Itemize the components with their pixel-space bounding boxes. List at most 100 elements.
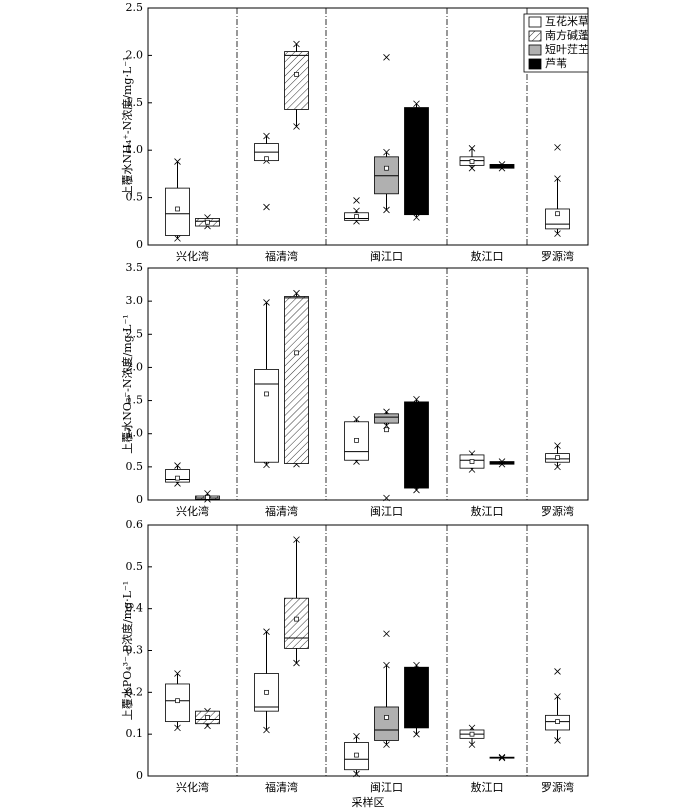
max-marker xyxy=(293,289,300,297)
box xyxy=(165,187,190,236)
legend-swatch xyxy=(528,30,542,42)
mean-marker xyxy=(354,214,359,219)
box xyxy=(489,164,515,169)
box xyxy=(374,706,399,741)
plot-frame xyxy=(147,7,589,246)
mean-marker xyxy=(555,211,560,217)
max-marker xyxy=(174,462,181,469)
max-marker xyxy=(554,442,561,449)
max-marker xyxy=(353,415,360,423)
min-marker xyxy=(554,463,561,471)
mean-marker xyxy=(205,219,210,225)
plot-frame xyxy=(147,524,589,777)
x-tick-label: 罗源湾 xyxy=(541,504,574,518)
max-marker xyxy=(263,132,270,140)
y-tick-label: 0 xyxy=(136,493,143,506)
y-tick-label: 1.5 xyxy=(126,96,144,109)
min-marker xyxy=(554,737,561,744)
mean-marker xyxy=(205,494,210,500)
legend-label: 南方碱蓬 xyxy=(545,28,589,42)
box xyxy=(489,756,515,759)
y-tick-label: 0.1 xyxy=(126,727,144,740)
max-marker xyxy=(383,661,390,669)
min-marker xyxy=(468,741,476,748)
y-tick-label: 2.0 xyxy=(126,48,144,61)
min-marker xyxy=(174,724,181,732)
mean-marker xyxy=(384,165,389,171)
y-tick-label: 0 xyxy=(136,769,143,782)
outlier xyxy=(554,144,561,151)
y-axis-label: 上覆水PO₄³⁻-P浓度/mg·L⁻¹ xyxy=(120,581,134,720)
mean-marker xyxy=(175,206,180,212)
y-tick-label: 0.3 xyxy=(126,644,144,657)
outlier xyxy=(554,668,561,675)
mean-marker xyxy=(205,715,210,720)
y-tick-label: 1.0 xyxy=(126,143,144,156)
max-marker xyxy=(554,693,561,700)
min-marker xyxy=(174,235,181,242)
legend-swatch xyxy=(528,58,542,70)
max-marker xyxy=(413,395,420,403)
box xyxy=(404,107,429,216)
y-tick-label: 2.5 xyxy=(126,327,144,340)
max-marker xyxy=(263,628,270,635)
x-tick-label: 福清湾 xyxy=(265,780,298,794)
mean-marker xyxy=(264,156,269,162)
min-marker xyxy=(353,770,360,778)
min-marker xyxy=(413,214,420,221)
outlier xyxy=(383,494,390,502)
y-tick-label: 1.0 xyxy=(126,427,144,440)
box xyxy=(284,597,309,649)
x-tick-label: 兴化湾 xyxy=(176,249,209,263)
x-tick-label: 罗源湾 xyxy=(541,249,574,263)
legend-swatch xyxy=(528,16,542,28)
min-marker xyxy=(383,741,390,748)
legend-label: 芦苇 xyxy=(545,56,567,70)
legend-swatch xyxy=(528,44,542,56)
legend-label: 互花米草 xyxy=(545,15,589,28)
y-axis-label: 上覆水NH₄⁺-N浓度/mg·L⁻¹ xyxy=(120,57,134,197)
x-tick-label: 敖江口 xyxy=(471,505,504,518)
max-marker xyxy=(174,670,181,677)
min-marker xyxy=(263,461,270,469)
mean-marker xyxy=(264,689,269,695)
max-marker xyxy=(554,175,561,182)
max-marker xyxy=(263,299,270,306)
mean-marker xyxy=(354,752,359,758)
x-tick-label: 福清湾 xyxy=(265,504,298,518)
y-axis-label: 上覆水NO₃⁻-N浓度/mg·L⁻¹ xyxy=(120,314,134,453)
box xyxy=(489,461,515,465)
y-tick-label: 3.5 xyxy=(126,261,144,274)
mean-marker xyxy=(294,616,299,622)
mean-marker xyxy=(469,159,475,164)
mean-marker xyxy=(264,391,269,397)
min-marker xyxy=(554,230,561,237)
y-tick-label: 2.0 xyxy=(126,360,144,373)
y-tick-label: 1.5 xyxy=(126,394,144,407)
legend-label: 短叶茳芏 xyxy=(545,42,589,56)
mean-marker xyxy=(354,437,359,443)
outlier xyxy=(353,197,360,204)
min-marker xyxy=(293,123,300,130)
box xyxy=(284,51,309,110)
min-marker xyxy=(383,206,390,214)
min-marker xyxy=(293,659,300,667)
max-marker xyxy=(353,732,360,740)
mean-marker xyxy=(175,698,180,704)
y-tick-label: 0.6 xyxy=(126,518,144,531)
mean-marker xyxy=(175,475,180,481)
box xyxy=(254,369,279,463)
box xyxy=(284,296,309,464)
x-tick-label: 敖江口 xyxy=(471,781,504,794)
min-marker xyxy=(413,730,420,738)
plot-frame xyxy=(147,267,589,501)
x-tick-label: 闽江口 xyxy=(370,250,403,263)
y-tick-label: 0.4 xyxy=(126,602,144,615)
x-tick-label: 敖江口 xyxy=(471,250,504,263)
y-tick-label: 0.5 xyxy=(126,460,144,473)
mean-marker xyxy=(469,459,475,464)
mean-marker xyxy=(294,72,299,77)
outlier xyxy=(383,630,390,638)
box xyxy=(404,401,429,489)
box xyxy=(374,413,399,424)
